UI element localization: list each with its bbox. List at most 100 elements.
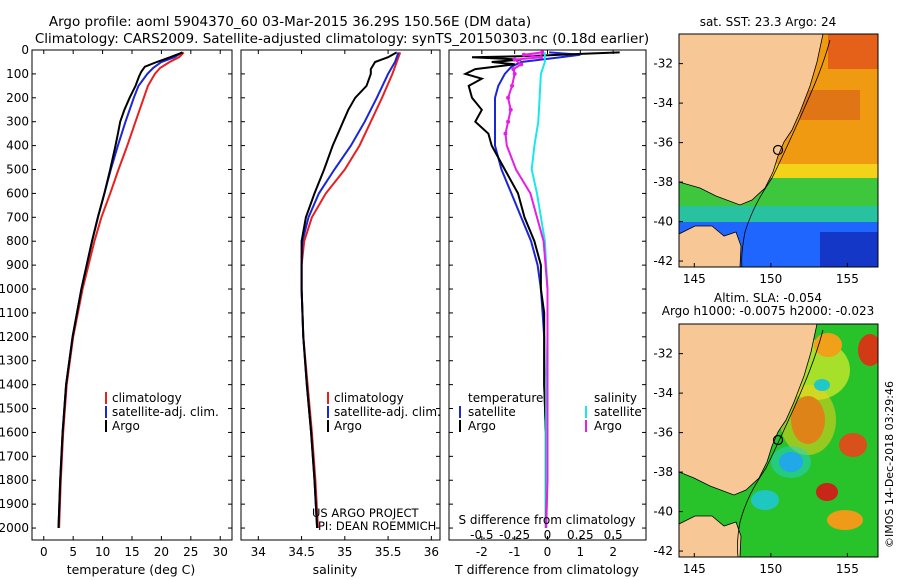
legend-temperature-title: temperature <box>468 391 543 405</box>
depth-tick-label: 1500 <box>0 402 29 416</box>
sst-land-mainland <box>679 34 824 206</box>
depth-tick-label: 1100 <box>0 306 29 320</box>
sst-map-frame <box>678 33 879 268</box>
sla-blob-red-4 <box>816 483 838 501</box>
s-diff-tick-label: -0.5 <box>470 528 493 542</box>
depth-tick-label: 200 <box>6 91 29 105</box>
salinity-x-axis: 34 34.5 35 35.5 36 <box>251 50 439 559</box>
s-difference-label: S difference from climatology <box>459 513 636 527</box>
map-y-tick-label: -40 <box>653 215 673 229</box>
sst-contour <box>741 39 831 267</box>
salinity-panel: 34 34.5 35 35.5 36 climatology satellite-adj… <box>240 49 441 577</box>
legend-s-satellite-label: satellite <box>594 405 642 419</box>
s-argo-point <box>506 119 511 124</box>
map-y-tick-label: -42 <box>653 544 673 558</box>
depth-tick-label: 300 <box>6 115 29 129</box>
legend-salinity-title: salinity <box>594 391 637 405</box>
s-diff-tick-label: 0 <box>544 528 552 542</box>
depth-tick-label: 2000 <box>0 521 29 535</box>
map-y-tick-label: -42 <box>653 254 673 268</box>
sst-field <box>679 34 878 267</box>
depth-tick-label: 1200 <box>0 330 29 344</box>
depth-axis: 0 100 200 300 400 500 600 700 800 900 1000 1100 1200… <box>0 43 232 535</box>
sla-map-ticks: 145 150 155 -32 -34 -36 -38 -40 -42 <box>653 347 858 576</box>
sst-patch-red <box>828 34 878 69</box>
salinity-xlabel: salinity <box>313 562 358 577</box>
sla-field <box>679 324 878 557</box>
depth-tick-label: 700 <box>6 210 29 224</box>
depth-tick-label: 1900 <box>0 497 29 511</box>
depth-tick-label: 400 <box>6 139 29 153</box>
x-tick-label: 1 <box>577 545 585 559</box>
map-y-tick-label: -32 <box>653 57 673 71</box>
sla-map-title-1: Altim. SLA: -0.054 <box>714 291 822 305</box>
depth-tick-label: 900 <box>6 258 29 272</box>
s-argo-point <box>506 95 511 100</box>
x-tick-label: 30 <box>213 545 228 559</box>
s-difference-ticks: -0.5 -0.25 0 0.25 0.5 <box>470 528 623 542</box>
sla-contour <box>737 329 824 557</box>
profile-line-argo <box>57 51 183 529</box>
sla-blob-red-3 <box>839 433 867 457</box>
x-tick-label: 0 <box>40 545 48 559</box>
s-diff-tick-label: 0.25 <box>567 528 594 542</box>
temperature-profiles <box>57 51 185 529</box>
legend-t-satellite-label: satellite <box>468 405 516 419</box>
salinity-profiles <box>300 51 402 529</box>
sst-patch-red-2 <box>800 90 860 120</box>
map-y-tick-label: -34 <box>653 96 673 110</box>
x-tick-label: 5 <box>69 545 77 559</box>
legend-t-argo-label: Argo <box>468 419 496 433</box>
x-tick-label: 34 <box>251 545 266 559</box>
map-x-tick-label: 155 <box>836 562 859 576</box>
sla-blob-red-2 <box>858 334 878 366</box>
title-line-2: Climatology: CARS2009. Satellite-adjuste… <box>35 31 649 47</box>
sla-argo-marker <box>772 434 784 446</box>
depth-tick-label: 1400 <box>0 378 29 392</box>
x-tick-label: -2 <box>476 545 488 559</box>
profile-line-s-satellite <box>530 52 549 528</box>
map-y-tick-label: -40 <box>653 505 673 519</box>
x-tick-label: 34.5 <box>288 545 315 559</box>
x-tick-label: 2 <box>609 545 617 559</box>
depth-tick-label: 1800 <box>0 473 29 487</box>
x-tick-label: 35 <box>337 545 352 559</box>
sst-map-ticks: 145 150 155 -32 -34 -36 -38 -40 -42 <box>653 57 858 286</box>
profile-line-satellite <box>300 52 400 529</box>
profile-line-climatology <box>300 52 402 529</box>
x-tick-label: 25 <box>183 545 198 559</box>
salinity-depth-ticks <box>241 49 440 529</box>
depth-tick-label: 1300 <box>0 354 29 368</box>
sst-land-tasmania <box>679 225 742 267</box>
s-diff-tick-label: -0.25 <box>499 528 530 542</box>
sla-map-frame <box>678 323 879 558</box>
depth-tick-label: 600 <box>6 186 29 200</box>
credit-pi: PI: DEAN ROEMMICH <box>318 519 436 533</box>
depth-tick-label: 1600 <box>0 425 29 439</box>
s-argo-point <box>519 62 524 67</box>
temperature-panel: 0100200300400500600700800900100011001200… <box>0 43 233 577</box>
sst-map-title: sat. SST: 23.3 Argo: 24 <box>700 15 837 29</box>
depth-tick-label: 800 <box>6 234 29 248</box>
s-argo-point <box>508 107 513 112</box>
s-argo-point <box>521 52 526 57</box>
profile-line-t-argo <box>462 51 620 528</box>
depth-tick-label: 1000 <box>0 282 29 296</box>
x-tick-label: 10 <box>95 545 110 559</box>
map-y-tick-label: -38 <box>653 465 673 479</box>
legend-climatology-label: climatology <box>334 391 404 405</box>
difference-legend: temperature satellite Argo salinity sate… <box>459 391 642 433</box>
sla-blob-cyan-2 <box>814 379 830 391</box>
temperature-xlabel: temperature (deg C) <box>67 562 196 577</box>
depth-tick-label: 0 <box>21 43 29 57</box>
x-tick-label: 0 <box>544 545 552 559</box>
s-argo-point <box>538 55 543 60</box>
x-tick-label: 20 <box>154 545 169 559</box>
legend-argo-label: Argo <box>334 419 362 433</box>
s-argo-point <box>540 50 545 55</box>
map-y-tick-label: -36 <box>653 426 673 440</box>
salinity-legend: climatology satellite-adj. clim. Argo <box>327 391 441 433</box>
temperature-x-axis: 0 5 10 15 20 25 30 <box>40 50 228 559</box>
legend-satellite-label: satellite-adj. clim. <box>334 405 441 419</box>
